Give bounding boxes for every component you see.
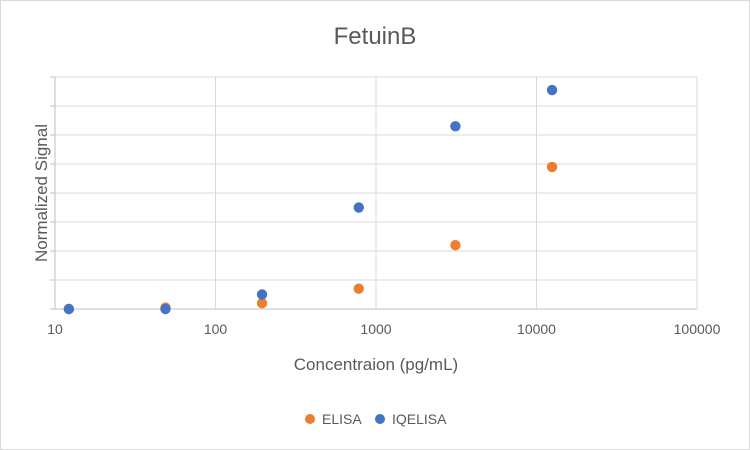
legend: ELISA IQELISA — [305, 411, 447, 427]
data-point-elisa — [546, 161, 558, 173]
x-tick-label: 100000 — [674, 321, 721, 337]
x-axis-title: Concentraion (pg/mL) — [294, 355, 458, 374]
legend-label-iqelisa: IQELISA — [392, 411, 447, 427]
data-point-elisa — [450, 240, 461, 251]
data-point-iqelisa — [353, 202, 364, 213]
legend-marker-elisa — [305, 414, 315, 424]
x-tick-label: 10000 — [517, 321, 556, 337]
legend-label-elisa: ELISA — [322, 411, 362, 427]
y-axis-title: Normalized Signal — [32, 124, 51, 262]
data-point-iqelisa — [160, 303, 171, 315]
x-tick-label: 100 — [204, 321, 228, 337]
data-point-iqelisa — [63, 303, 75, 315]
chart-title: FetuinB — [334, 23, 417, 50]
x-tick-label: 10 — [47, 321, 63, 337]
data-points — [63, 84, 558, 315]
data-point-iqelisa — [450, 121, 461, 132]
gridlines — [55, 76, 698, 309]
legend-marker-iqelisa — [375, 414, 385, 424]
data-point-elisa — [256, 298, 268, 309]
x-tick-labels: 10 100 1000 10000 100000 — [47, 321, 720, 337]
data-point-elisa — [353, 283, 364, 294]
x-tick-label: 1000 — [360, 321, 391, 337]
data-point-iqelisa — [256, 289, 268, 300]
data-point-iqelisa — [546, 84, 558, 96]
